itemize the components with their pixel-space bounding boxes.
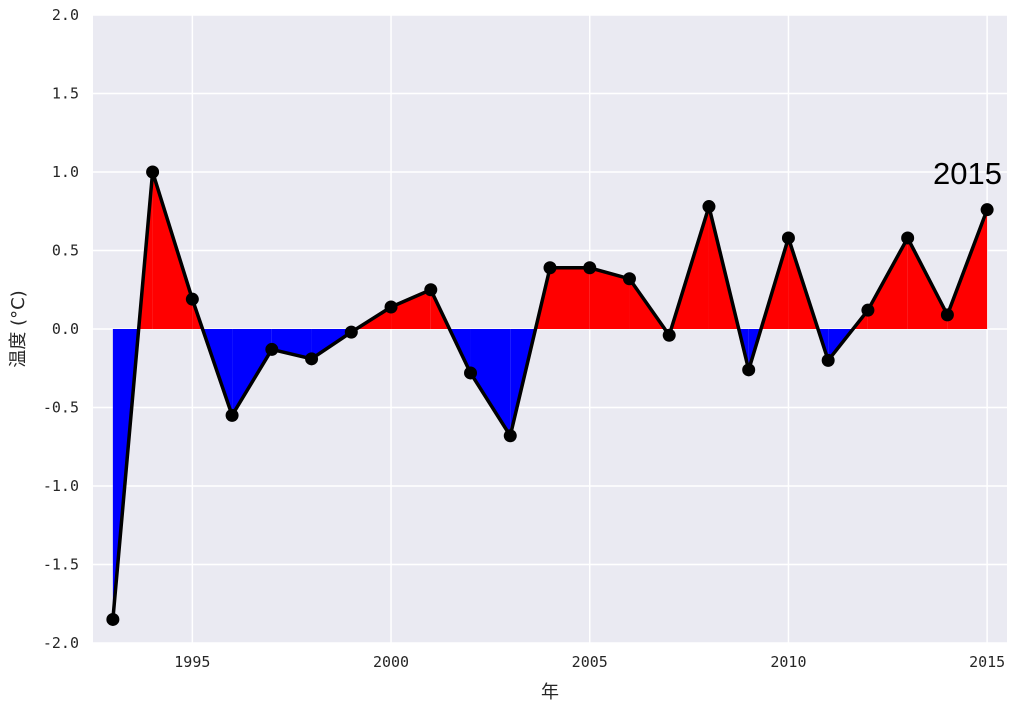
area-above-baseline [867, 237, 908, 329]
area-below-baseline [232, 329, 272, 416]
data-point [464, 366, 478, 380]
data-point [940, 308, 954, 322]
area-above-baseline [589, 267, 630, 329]
data-point [185, 292, 199, 306]
x-tick-label: 2000 [373, 653, 409, 671]
area-above-baseline [550, 267, 590, 329]
x-axis-ticks: 1995 2000 2005 2010 2015 [174, 653, 1005, 671]
data-point [980, 203, 994, 217]
data-point [424, 283, 438, 297]
data-point [146, 165, 160, 179]
y-tick-label: 0.5 [52, 242, 79, 260]
area-above-baseline [152, 172, 193, 329]
area-above-baseline [391, 289, 431, 329]
data-point [384, 300, 398, 314]
y-tick-label: -2.0 [43, 634, 79, 652]
data-point [583, 261, 597, 275]
y-tick-label: -1.0 [43, 477, 79, 495]
x-tick-label: 2010 [770, 653, 806, 671]
data-point [503, 429, 517, 443]
data-point [702, 200, 716, 214]
data-point [225, 408, 239, 422]
annotation-label: 2015 [933, 156, 1002, 191]
data-point [742, 363, 756, 377]
data-point [781, 231, 795, 245]
area-below-baseline [470, 329, 511, 436]
y-tick-label: 2.0 [52, 6, 79, 24]
y-tick-label: 1.0 [52, 163, 79, 181]
y-axis-label: 温度 (°C) [8, 290, 29, 367]
data-point [106, 612, 120, 626]
data-point [821, 353, 835, 367]
x-axis-label: 年 [541, 682, 559, 703]
data-point [622, 272, 636, 286]
data-point [305, 352, 319, 366]
y-axis-ticks: -2.0 -1.5 -1.0 -0.5 0.0 0.5 1.0 1.5 2.0 [43, 6, 79, 652]
x-tick-label: 2015 [969, 653, 1005, 671]
data-point [543, 261, 557, 275]
y-tick-label: 0.0 [52, 320, 79, 338]
data-point [344, 325, 358, 339]
x-tick-label: 2005 [572, 653, 608, 671]
data-point [861, 303, 875, 317]
x-tick-label: 1995 [174, 653, 210, 671]
data-point [662, 328, 676, 342]
series-points [106, 165, 994, 626]
data-point [901, 231, 915, 245]
y-tick-label: -0.5 [43, 399, 79, 417]
data-point [265, 342, 279, 356]
y-tick-label: 1.5 [52, 85, 79, 103]
y-tick-label: -1.5 [43, 556, 79, 574]
